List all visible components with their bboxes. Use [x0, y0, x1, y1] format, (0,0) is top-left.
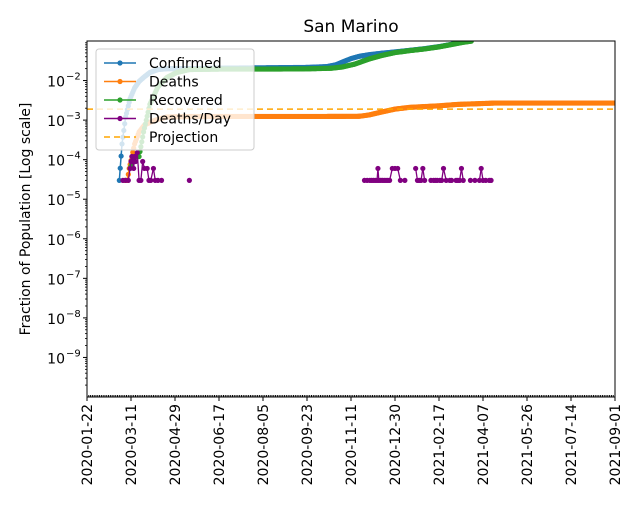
deaths-day-point: [483, 177, 489, 183]
deaths-day-point: [125, 177, 131, 183]
y-tick-label: 10: [47, 351, 65, 367]
recovered-point: [468, 41, 474, 44]
y-tick-exponent: −8: [66, 309, 81, 320]
deaths-day-point: [448, 177, 455, 183]
y-tick-exponent: −2: [66, 72, 81, 83]
x-tick-label: 2021-04-07: [476, 404, 492, 485]
legend-marker-recovered: [117, 97, 123, 103]
x-tick-label: 2020-01-22: [80, 404, 96, 485]
legend-label-recovered: Recovered: [149, 93, 223, 109]
x-tick-label: 2020-08-05: [256, 404, 272, 485]
deaths-day-point: [150, 165, 157, 172]
deaths-day-point: [460, 177, 466, 183]
deaths-day-point: [397, 177, 403, 183]
x-tick-label: 2020-04-29: [168, 404, 184, 485]
deaths-day-point: [134, 150, 140, 156]
x-tick-label: 2021-07-14: [564, 404, 580, 485]
deaths-day-point: [440, 165, 447, 172]
deaths-day-point: [402, 177, 408, 183]
x-tick-label: 2021-05-26: [520, 404, 536, 485]
y-tick-label: 10: [47, 233, 65, 249]
deaths-day-point: [375, 165, 381, 172]
deaths-day-point: [458, 165, 465, 172]
deaths-day-point: [420, 165, 426, 172]
deaths-day-point: [131, 153, 138, 160]
deaths-day-point: [395, 165, 401, 172]
y-tick-label: 10: [47, 193, 65, 209]
y-tick-exponent: −5: [66, 190, 81, 201]
x-tick-label: 2020-06-17: [212, 404, 228, 485]
chart-title: San Marino: [303, 17, 398, 37]
confirmed-point: [116, 177, 122, 183]
deaths-day-point: [488, 177, 494, 183]
deaths-point: [130, 149, 136, 155]
deaths-day-point: [131, 165, 137, 172]
x-tick-label: 2020-11-11: [344, 404, 360, 485]
x-tick-label: 2020-03-11: [124, 404, 140, 485]
deaths-day-point: [443, 177, 449, 183]
deaths-day-point: [413, 165, 419, 172]
deaths-day-point: [144, 165, 150, 172]
y-tick-exponent: −3: [66, 111, 81, 122]
deaths-day-segment: [136, 152, 140, 181]
x-tick-label: 2021-02-17: [432, 404, 448, 485]
deaths-day-point: [127, 165, 133, 172]
deaths-day-segment: [140, 161, 144, 181]
legend-marker-deaths-day: [117, 115, 123, 122]
y-tick-exponent: −4: [66, 151, 81, 162]
deaths-day-point: [472, 177, 478, 183]
deaths-day-point: [155, 177, 161, 183]
legend-label-deaths: Deaths: [149, 75, 199, 91]
x-tick-label: 2020-12-30: [388, 404, 404, 485]
y-tick-exponent: −9: [66, 348, 81, 359]
deaths-point: [612, 100, 615, 106]
y-tick-label: 10: [47, 312, 65, 328]
axis-ticks: 2020-01-22 2020-03-11 2020-04-29 2020-06-17…: [47, 42, 624, 485]
deaths-day-point: [186, 177, 192, 183]
y-axis-label: Fraction of Population [Log scale]: [18, 103, 34, 336]
y-tick-label: 10: [47, 114, 65, 130]
y-tick-exponent: −6: [66, 230, 81, 241]
deaths-day-point: [476, 177, 483, 183]
y-tick-label: 10: [47, 154, 65, 170]
deaths-day-point: [148, 177, 154, 183]
legend-label-projection: Projection: [149, 130, 218, 146]
legend-label-confirmed: Confirmed: [149, 56, 222, 72]
deaths-day-point: [132, 158, 139, 165]
legend-box: [95, 48, 255, 151]
confirmed-point: [117, 165, 123, 171]
deaths-day-point: [478, 165, 484, 172]
confirmed-point: [118, 153, 124, 159]
y-tick-label: 10: [47, 272, 65, 288]
deaths-day-point: [140, 158, 146, 165]
legend-marker-confirmed: [117, 60, 123, 66]
deaths-day-point: [418, 177, 424, 183]
deaths-day-point: [467, 177, 474, 183]
deaths-day-point: [439, 177, 445, 183]
y-tick-exponent: −7: [66, 269, 81, 280]
deaths-day-point: [138, 177, 144, 183]
x-tick-label: 2020-09-23: [300, 404, 316, 485]
legend-marker-deaths: [117, 78, 123, 85]
legend-label-deaths-day: Deaths/Day: [149, 112, 231, 128]
deaths-day-point: [422, 177, 428, 183]
deaths-day-point: [158, 177, 165, 183]
y-tick-label: 10: [47, 75, 65, 91]
legend: Confirmed Deaths Recovered Deaths/Day Projec…: [95, 48, 255, 151]
deaths-day-point: [387, 177, 393, 183]
deaths-day-point: [457, 177, 463, 183]
x-tick-label: 2021-09-01: [608, 404, 624, 485]
